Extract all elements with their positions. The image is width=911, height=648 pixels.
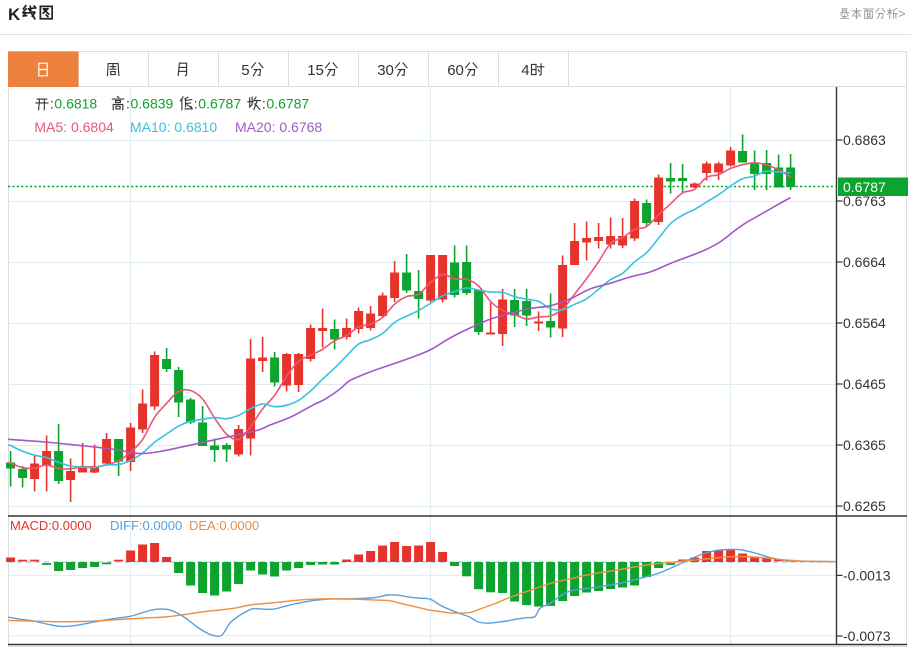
svg-text:15: 15 <box>307 62 324 79</box>
svg-text:MA10: 0.6810: MA10: 0.6810 <box>130 119 217 135</box>
svg-text:0.6787: 0.6787 <box>198 96 241 112</box>
svg-text:-0.0013: -0.0013 <box>843 567 891 583</box>
svg-text:>: > <box>898 6 906 21</box>
svg-text::: : <box>50 96 54 112</box>
svg-text:0.6839: 0.6839 <box>131 96 174 112</box>
svg-text:-0.0073: -0.0073 <box>843 628 891 644</box>
svg-text:30: 30 <box>377 62 394 79</box>
svg-text::: : <box>194 96 198 112</box>
svg-text:0.6763: 0.6763 <box>843 193 886 209</box>
svg-text:60: 60 <box>447 62 464 79</box>
svg-text:0.6564: 0.6564 <box>843 315 886 331</box>
svg-text:0.6818: 0.6818 <box>54 96 97 112</box>
svg-text::: : <box>126 96 130 112</box>
svg-text:5: 5 <box>241 62 249 79</box>
svg-text:MA5: 0.6804: MA5: 0.6804 <box>34 119 114 135</box>
svg-text:0.6787: 0.6787 <box>843 179 886 195</box>
svg-text:K: K <box>8 5 21 24</box>
svg-text:0.6787: 0.6787 <box>266 96 309 112</box>
svg-text:DEA:0.0000: DEA:0.0000 <box>189 518 259 533</box>
svg-text:4: 4 <box>521 62 529 79</box>
svg-text:0.6365: 0.6365 <box>843 437 886 453</box>
svg-text:0.6664: 0.6664 <box>843 254 886 270</box>
svg-text:MA20: 0.6768: MA20: 0.6768 <box>235 119 322 135</box>
svg-text::: : <box>262 96 266 112</box>
svg-text:0.6465: 0.6465 <box>843 376 886 392</box>
svg-text:0.6863: 0.6863 <box>843 132 886 148</box>
svg-text:0.6265: 0.6265 <box>843 498 886 514</box>
svg-text:MACD:0.0000: MACD:0.0000 <box>10 518 92 533</box>
svg-text:DIFF:0.0000: DIFF:0.0000 <box>110 518 182 533</box>
